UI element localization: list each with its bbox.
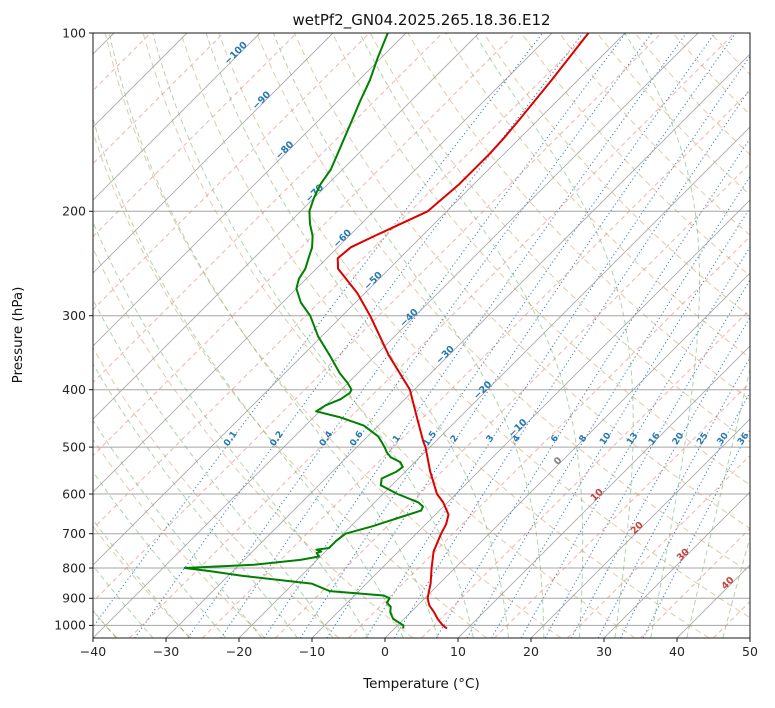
svg-text:0: 0 <box>552 455 565 468</box>
svg-text:20: 20 <box>671 431 686 447</box>
svg-text:100: 100 <box>62 25 86 40</box>
svg-text:−20: −20 <box>226 644 252 659</box>
svg-text:1000: 1000 <box>54 618 86 633</box>
svg-text:700: 700 <box>62 526 86 541</box>
svg-text:400: 400 <box>62 382 86 397</box>
svg-text:16: 16 <box>647 431 662 447</box>
svg-text:3: 3 <box>485 434 497 445</box>
svg-text:40: 40 <box>669 644 685 659</box>
svg-text:−40: −40 <box>398 307 421 330</box>
svg-text:−40: −40 <box>80 644 106 659</box>
svg-text:10: 10 <box>598 431 613 447</box>
svg-text:800: 800 <box>62 560 86 575</box>
svg-text:30: 30 <box>675 546 692 563</box>
chart-title: wetPf2_GN04.2025.265.18.36.E12 <box>292 11 551 29</box>
svg-text:−80: −80 <box>274 139 297 162</box>
svg-text:10: 10 <box>589 486 606 503</box>
svg-text:−10: −10 <box>299 644 325 659</box>
svg-text:1: 1 <box>391 434 403 445</box>
svg-text:30: 30 <box>716 431 731 447</box>
svg-text:500: 500 <box>62 439 86 454</box>
svg-text:−90: −90 <box>250 89 273 112</box>
svg-text:−30: −30 <box>153 644 179 659</box>
svg-text:30: 30 <box>596 644 612 659</box>
svg-text:6: 6 <box>549 434 561 445</box>
svg-text:40: 40 <box>720 575 737 592</box>
svg-text:8: 8 <box>578 434 590 445</box>
svg-text:25: 25 <box>695 431 710 447</box>
x-axis-label: Temperature (°C) <box>363 676 480 692</box>
svg-text:300: 300 <box>62 308 86 323</box>
svg-text:2: 2 <box>449 434 461 445</box>
svg-text:900: 900 <box>62 591 86 606</box>
svg-text:20: 20 <box>523 644 539 659</box>
svg-text:−70: −70 <box>303 182 326 205</box>
svg-text:0.2: 0.2 <box>269 430 286 449</box>
svg-text:36: 36 <box>736 431 751 447</box>
y-axis-label: Pressure (hPa) <box>10 286 26 384</box>
svg-text:600: 600 <box>62 486 86 501</box>
svg-text:50: 50 <box>742 644 758 659</box>
svg-text:−30: −30 <box>434 343 457 366</box>
svg-text:−50: −50 <box>362 269 385 292</box>
svg-text:0: 0 <box>381 644 389 659</box>
svg-text:10: 10 <box>450 644 466 659</box>
svg-text:200: 200 <box>62 204 86 219</box>
svg-text:13: 13 <box>625 431 640 447</box>
svg-text:4: 4 <box>511 434 523 445</box>
svg-text:0.6: 0.6 <box>348 430 365 449</box>
